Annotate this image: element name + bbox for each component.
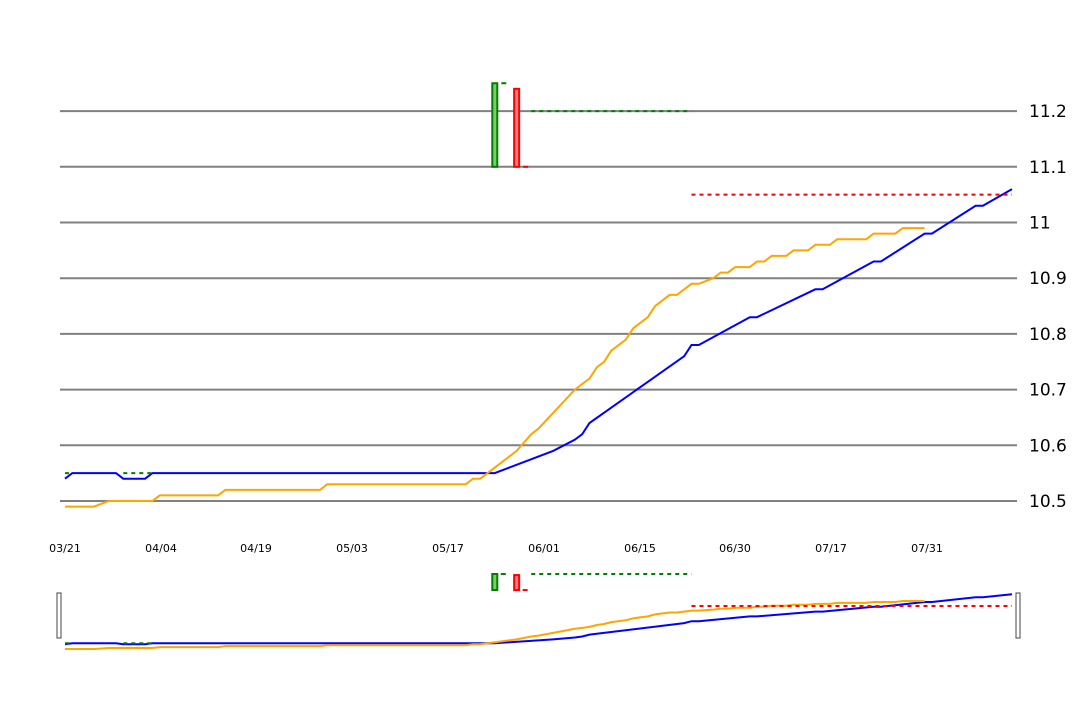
x-tick-label: 05/03 xyxy=(336,542,368,555)
x-tick-label: 03/21 xyxy=(49,542,81,555)
navigator-right-handle[interactable] xyxy=(1015,592,1021,639)
x-tick-label: 04/04 xyxy=(145,542,177,555)
y-tick-label: 11 xyxy=(1029,214,1051,234)
main-plot-area xyxy=(64,82,1013,508)
x-tick-label: 07/17 xyxy=(815,542,847,555)
navigator-left-handle[interactable] xyxy=(56,592,62,639)
x-tick-label: 06/30 xyxy=(719,542,751,555)
x-tick-label: 07/31 xyxy=(911,542,943,555)
y-tick-label: 11.2 xyxy=(1029,102,1067,122)
y-axis-tick-labels: 10.5 10.6 10.7 10.8 10.9 11 11.1 11.2 xyxy=(1029,102,1067,512)
x-tick-label: 05/17 xyxy=(432,542,464,555)
x-axis-tick-labels: 03/21 04/04 04/19 05/03 05/17 06/01 06/15 06/30… xyxy=(49,542,943,555)
y-tick-label: 10.6 xyxy=(1029,436,1067,456)
navigator-panel[interactable] xyxy=(56,573,1021,650)
y-tick-label: 10.7 xyxy=(1029,381,1067,401)
y-tick-label: 10.9 xyxy=(1029,269,1067,289)
navigator-candle xyxy=(513,574,521,592)
series-line xyxy=(65,227,925,508)
navigator-series-line xyxy=(65,600,925,650)
x-tick-label: 04/19 xyxy=(240,542,272,555)
series-line xyxy=(64,188,1013,480)
navigator-candle xyxy=(491,573,499,592)
x-tick-label: 06/15 xyxy=(624,542,656,555)
candle-marker xyxy=(491,82,499,168)
x-tick-label: 06/01 xyxy=(528,542,560,555)
y-tick-label: 10.8 xyxy=(1029,325,1067,345)
navigator-plot xyxy=(64,573,1013,650)
y-tick-label: 10.5 xyxy=(1029,492,1067,512)
candle-marker xyxy=(513,87,521,168)
y-tick-label: 11.1 xyxy=(1029,158,1067,178)
grid-lines xyxy=(60,110,1017,502)
